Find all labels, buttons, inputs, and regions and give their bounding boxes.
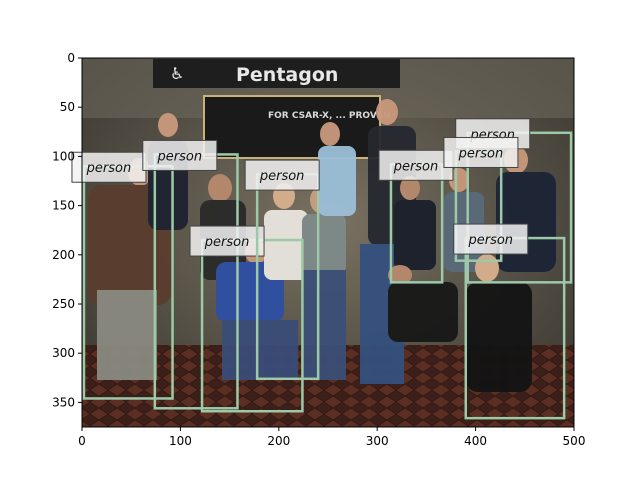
- person-label-bg: [189, 225, 265, 257]
- person-label: person: [204, 235, 250, 250]
- person-label-bg: [71, 151, 147, 183]
- x-tick-label: 300: [366, 434, 389, 448]
- x-tick-label: 200: [267, 434, 290, 448]
- x-tick-label: 400: [464, 434, 487, 448]
- person-label: person: [467, 233, 513, 248]
- person-box: person: [244, 159, 320, 381]
- person-box: person: [443, 136, 519, 262]
- person-box: person: [453, 223, 566, 420]
- y-axis: 0 50 100 150 200 250 300 350: [52, 51, 82, 409]
- poster-text: FOR CSAR-X, ... PROVEN: [268, 111, 390, 121]
- person-box: person: [378, 149, 454, 284]
- y-tick-label: 350: [52, 395, 75, 409]
- y-tick-label: 100: [52, 149, 75, 163]
- y-tick-label: 300: [52, 346, 75, 360]
- sign-accessibility-icon: ♿: [170, 64, 184, 83]
- pentagon-sign: [153, 59, 400, 88]
- person-label: person: [458, 146, 504, 161]
- sign-text: Pentagon: [236, 64, 338, 86]
- person-label-bg: [443, 136, 519, 168]
- y-tick-label: 150: [52, 199, 75, 213]
- person-box: person: [189, 225, 304, 413]
- person-label-bg: [244, 159, 320, 191]
- person-label: person: [157, 149, 203, 164]
- y-tick-label: 50: [60, 100, 75, 114]
- person-label: person: [259, 169, 305, 184]
- y-tick-label: 250: [52, 297, 75, 311]
- x-tick-label: 500: [563, 434, 586, 448]
- person-label: person: [393, 159, 439, 174]
- x-tick-label: 0: [78, 434, 86, 448]
- annotation-boxes: person person person person person person pers…: [71, 118, 573, 420]
- person-label-bg: [142, 139, 218, 171]
- x-tick-label: 100: [169, 434, 192, 448]
- y-tick-label: 200: [52, 248, 75, 262]
- axes-frame: [81, 57, 575, 428]
- person-box: person: [71, 151, 174, 400]
- person-label: person: [86, 161, 132, 176]
- person-box: person: [142, 139, 239, 410]
- x-axis: 0 100 200 300 400 500: [78, 427, 585, 448]
- person-label-bg: [453, 223, 529, 255]
- y-tick-label: 0: [67, 51, 75, 65]
